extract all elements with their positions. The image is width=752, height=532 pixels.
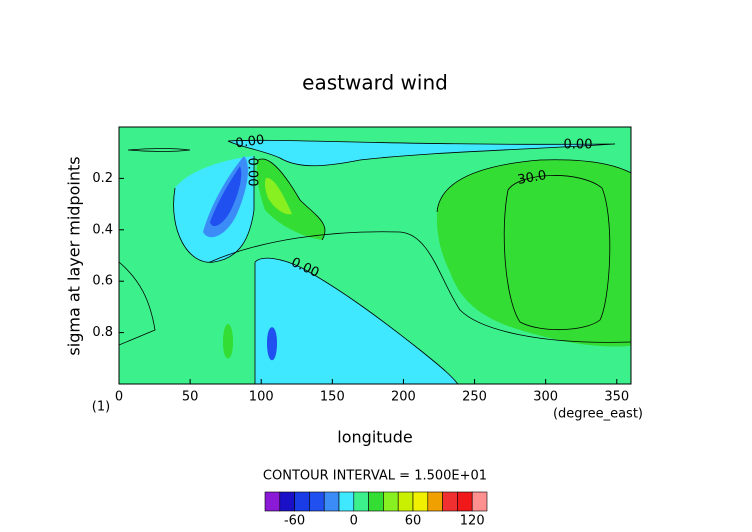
colorbar-box [264, 491, 281, 512]
colorbar-box [427, 491, 443, 512]
colorbar-box [294, 491, 310, 512]
colorbar-box [368, 491, 384, 512]
colorbar-box [338, 491, 355, 512]
colorbar-label: 60 [405, 514, 422, 529]
corner-label: (1) [92, 400, 110, 415]
colorbar-box [383, 491, 399, 512]
plot-frame [118, 126, 632, 385]
contour-line [227, 139, 616, 167]
plot-fields: 0.00 0.000.000.00 30.0 [119, 127, 631, 384]
x-tick-label: 250 [462, 390, 487, 405]
x-axis-label: longitude [337, 428, 412, 447]
contour-fill [264, 177, 292, 215]
y-tick-label: 0.8 [92, 325, 113, 340]
contour-line [173, 156, 255, 263]
contour-line [503, 175, 611, 331]
y-tick-label: 0.4 [92, 222, 113, 237]
contour-fill [223, 324, 233, 359]
colorbar-box [412, 491, 429, 512]
colorbar-label: -60 [284, 514, 305, 529]
x-tick-label: 350 [604, 390, 629, 405]
x-tick-label: 150 [320, 390, 345, 405]
contour-label: 0.00 [235, 133, 266, 152]
y-axis-label: sigma at layer midpoints [65, 156, 84, 355]
contour-fill [267, 327, 277, 361]
colorbar-box [471, 491, 488, 512]
contour-fill [210, 166, 242, 227]
contour-label: 0.00 [245, 158, 260, 187]
contour-label: 30.0 [516, 168, 547, 188]
contour-interval: CONTOUR INTERVAL = 1.500E+01 [263, 469, 487, 484]
x-tick-label: 0 [115, 390, 123, 405]
contour-fill [436, 159, 631, 347]
contour-fill [256, 159, 325, 240]
chart-title: eastward wind [302, 71, 448, 95]
contour-fill [228, 140, 615, 166]
colorbar-box [309, 491, 325, 512]
colorbar-box [353, 491, 369, 512]
colorbar-box [323, 491, 340, 512]
contour-fill [255, 258, 458, 384]
x-tick-label: 100 [249, 390, 274, 405]
contour-line [127, 148, 191, 152]
contour-line [436, 159, 631, 213]
contour-label: 0.00 [564, 138, 593, 153]
x-tick-label: 200 [391, 390, 416, 405]
colorbar-box [397, 491, 414, 512]
contour-line [254, 257, 459, 384]
x-tick-label: 50 [182, 390, 199, 405]
colorbar-box [457, 491, 473, 512]
colorbar-label: 0 [350, 514, 358, 529]
contour-line [209, 231, 631, 343]
colorbar-box [279, 491, 295, 512]
x-axis-unit: (degree_east) [553, 407, 643, 422]
colorbar-label: 120 [460, 514, 485, 529]
x-tick-label: 300 [533, 390, 558, 405]
y-tick-label: 0.2 [92, 171, 113, 186]
contour-line [119, 261, 156, 346]
y-tick-label: 0.6 [92, 274, 113, 289]
contour-line [257, 158, 326, 241]
colorbar-box [442, 491, 458, 512]
